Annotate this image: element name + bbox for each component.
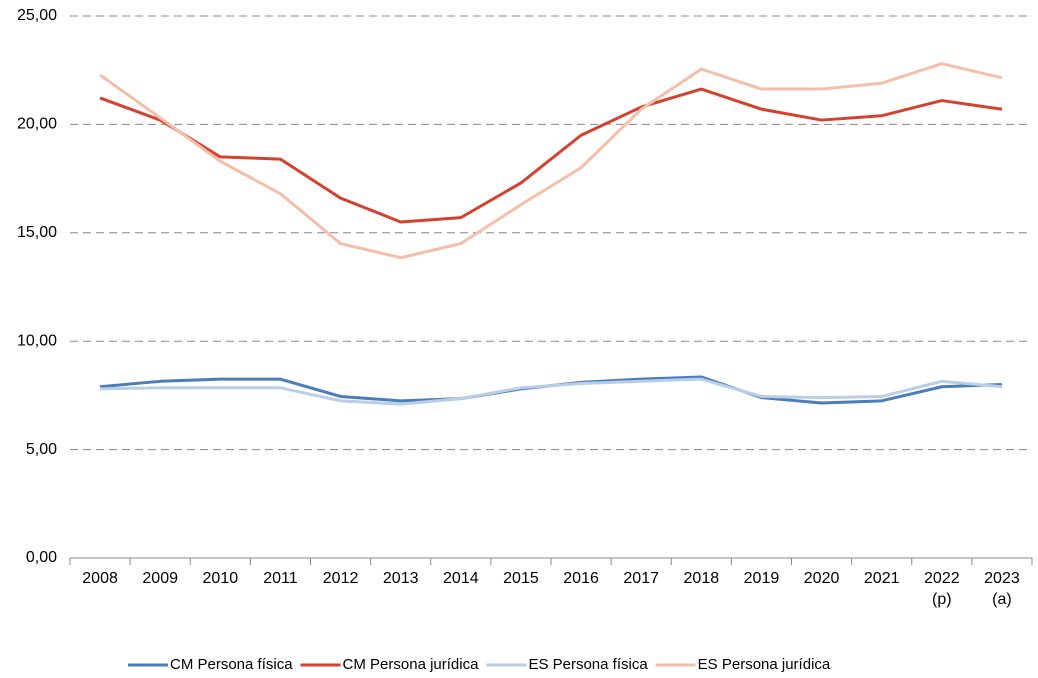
legend-label: CM Persona jurídica xyxy=(343,656,480,673)
line xyxy=(100,377,1003,406)
x-tick-label: 2019 xyxy=(744,570,780,587)
y-tick-label: 15,00 xyxy=(17,224,57,241)
line xyxy=(99,87,1003,224)
x-tick-label: 2016 xyxy=(563,570,599,587)
line xyxy=(99,375,1002,405)
y-tick-label: 20,00 xyxy=(17,116,57,133)
x-tick-label: 2015 xyxy=(503,570,539,587)
x-tick-label: 2009 xyxy=(142,570,178,587)
x-tick-label: 2012 xyxy=(323,570,359,587)
x-tick-label: 2022 (p) xyxy=(924,570,960,608)
x-tick-label: 2011 xyxy=(263,570,298,587)
x-tick-label: 2008 xyxy=(82,570,118,587)
x-tick-label: 2014 xyxy=(443,570,479,587)
x-tick-label: 2023 (a) xyxy=(984,570,1020,608)
y-tick-label: 0,00 xyxy=(26,549,57,566)
x-tick-label: 2017 xyxy=(623,570,659,587)
x-tick-label: 2010 xyxy=(203,570,239,587)
x-tick-label: 2020 xyxy=(804,570,840,587)
legend: CM Persona física CM Persona jurídica ES P… xyxy=(128,656,831,673)
legend-label: CM Persona física xyxy=(170,656,293,673)
x-tick-label: 2013 xyxy=(383,570,419,587)
x-tick-label: 2018 xyxy=(684,570,720,587)
legend-label: ES Persona jurídica xyxy=(698,656,831,673)
legend-label: ES Persona física xyxy=(528,656,648,673)
y-tick-label: 10,00 xyxy=(17,332,57,349)
x-tick-label: 2021 xyxy=(864,570,900,587)
line xyxy=(99,62,1003,260)
y-tick-label: 5,00 xyxy=(26,441,57,458)
y-tick-label: 25,00 xyxy=(17,7,57,24)
